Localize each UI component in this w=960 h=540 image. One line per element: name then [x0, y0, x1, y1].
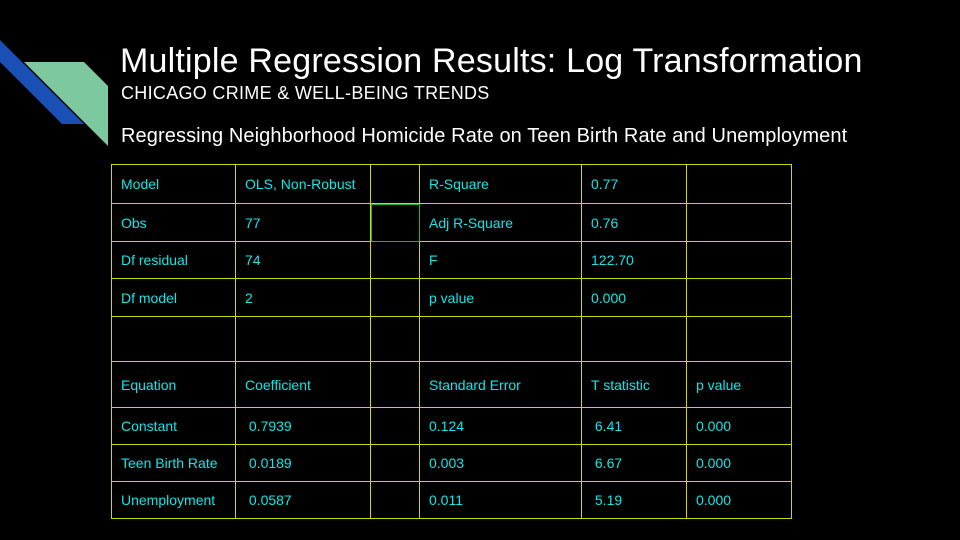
table-cell[interactable] [111, 316, 236, 362]
table-cell[interactable]: 0.77 [581, 164, 687, 204]
table-cell[interactable]: Standard Error [419, 361, 582, 408]
decorative-chevron-graphic [0, 40, 108, 146]
blue-chevron-shape [0, 40, 84, 124]
table-cell[interactable] [686, 203, 792, 242]
table-row: Constant 0.7939 0.124 6.41 0.000 [111, 407, 792, 445]
table-cell[interactable] [370, 316, 420, 362]
table-cell[interactable]: 0.124 [419, 407, 582, 445]
green-chevron-shape [24, 62, 108, 146]
table-row [111, 316, 792, 362]
table-header-row: Equation Coefficient Standard Error T st… [111, 361, 792, 408]
table-cell[interactable]: 122.70 [581, 241, 687, 279]
table-cell[interactable]: 77 [235, 203, 371, 242]
table-cell[interactable]: 0.003 [419, 444, 582, 482]
table-cell[interactable]: Df model [111, 278, 236, 317]
slide-caption: Regressing Neighborhood Homicide Rate on… [121, 125, 848, 147]
table-cell[interactable] [370, 241, 420, 279]
table-cell[interactable]: F [419, 241, 582, 279]
regression-results-table[interactable]: Model OLS, Non-Robust R-Square 0.77 Obs … [111, 164, 792, 519]
table-cell[interactable]: 0.011 [419, 481, 582, 519]
table-cell[interactable]: Adj R-Square [419, 203, 582, 242]
table-cell[interactable]: Unemployment [111, 481, 236, 519]
table-cell[interactable] [686, 241, 792, 279]
table-row: Unemployment 0.0587 0.011 5.19 0.000 [111, 481, 792, 519]
table-cell[interactable]: p value [686, 361, 792, 408]
table-cell[interactable]: Obs [111, 203, 236, 242]
table-cell[interactable] [370, 444, 420, 482]
table-cell[interactable]: 0.76 [581, 203, 687, 242]
table-cell[interactable] [581, 316, 687, 362]
table-row: Df residual 74 F 122.70 [111, 241, 792, 279]
table-cell[interactable]: Df residual [111, 241, 236, 279]
table-cell[interactable] [370, 361, 420, 408]
table-cell[interactable]: Teen Birth Rate [111, 444, 236, 482]
table-cell[interactable]: 0.000 [686, 481, 792, 519]
slide-title: Multiple Regression Results: Log Transfo… [120, 42, 863, 80]
table-cell[interactable]: 0.000 [581, 278, 687, 317]
table-cell[interactable]: R-Square [419, 164, 582, 204]
table-cell[interactable]: Equation [111, 361, 236, 408]
table-row: Model OLS, Non-Robust R-Square 0.77 [111, 164, 792, 204]
table-cell[interactable] [370, 278, 420, 317]
table-cell[interactable]: 0.7939 [235, 407, 371, 445]
table-cell[interactable]: 5.19 [581, 481, 687, 519]
table-cell[interactable]: Model [111, 164, 236, 204]
table-cell[interactable]: 0.000 [686, 444, 792, 482]
table-cell[interactable]: OLS, Non-Robust [235, 164, 371, 204]
table-cell[interactable]: 0.0587 [235, 481, 371, 519]
table-cell[interactable]: Coefficient [235, 361, 371, 408]
selected-table-cell[interactable] [370, 203, 420, 242]
table-row: Obs 77 Adj R-Square 0.76 [111, 203, 792, 242]
table-cell[interactable]: Constant [111, 407, 236, 445]
slide-subtitle: CHICAGO CRIME & WELL-BEING TRENDS [121, 83, 490, 103]
table-cell[interactable] [686, 316, 792, 362]
table-cell[interactable]: T statistic [581, 361, 687, 408]
table-cell[interactable]: 0.0189 [235, 444, 371, 482]
table-cell[interactable]: 0.000 [686, 407, 792, 445]
table-cell[interactable]: 74 [235, 241, 371, 279]
table-cell[interactable] [686, 164, 792, 204]
table-cell[interactable]: 6.67 [581, 444, 687, 482]
table-row: Teen Birth Rate 0.0189 0.003 6.67 0.000 [111, 444, 792, 482]
table-cell[interactable] [370, 407, 420, 445]
table-cell[interactable] [370, 164, 420, 204]
table-cell[interactable] [370, 481, 420, 519]
table-cell[interactable] [235, 316, 371, 362]
table-cell[interactable]: 6.41 [581, 407, 687, 445]
table-cell[interactable] [686, 278, 792, 317]
table-cell[interactable] [419, 316, 582, 362]
table-cell[interactable]: p value [419, 278, 582, 317]
table-row: Df model 2 p value 0.000 [111, 278, 792, 317]
table-cell[interactable]: 2 [235, 278, 371, 317]
